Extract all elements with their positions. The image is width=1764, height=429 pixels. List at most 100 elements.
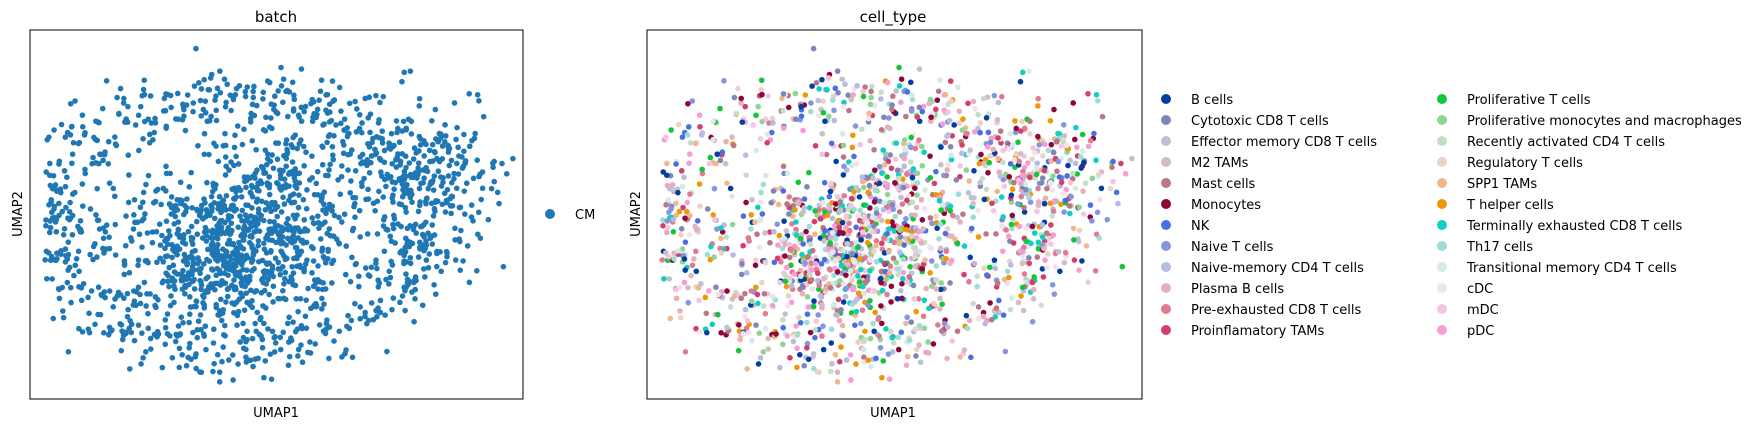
scatter-point [429,141,436,148]
scatter-point [835,89,841,96]
scatter-point [811,298,817,304]
scatter-point [254,309,261,316]
scatter-point [246,239,253,246]
scatter-point [276,167,283,174]
scatter-point [474,91,481,98]
scatter-point [759,211,766,217]
scatter-point [411,279,417,286]
scatter-point [878,240,885,247]
scatter-point [994,188,1001,195]
scatter-point [995,135,1001,141]
scatter-point [804,340,811,347]
scatter-point [466,279,473,286]
scatter-point [858,266,864,273]
scatter-point [460,258,466,264]
scatter-point [237,273,243,279]
scatter-point [163,91,169,97]
scatter-point [135,257,142,263]
scatter-point [975,207,981,214]
scatter-point [898,76,905,82]
scatter-point [180,319,186,326]
scatter-point [837,207,844,213]
scatter-point [98,291,105,298]
scatter-point [219,207,226,213]
scatter-point [112,221,119,228]
scatter-point [123,330,129,337]
scatter-point [827,368,834,375]
scatter-point [884,79,891,86]
scatter-point [838,344,844,350]
scatter-point [774,255,781,262]
scatter-point [295,353,301,359]
scatter-point [899,275,906,282]
scatter-point [832,235,839,242]
scatter-point [1054,138,1061,144]
scatter-point [214,235,221,242]
scatter-point [904,353,911,360]
scatter-point [999,223,1005,229]
scatter-point [862,336,868,343]
scatter-point [696,181,703,187]
scatter-point [664,229,670,236]
scatter-point [1042,195,1049,201]
scatter-point [140,136,146,142]
scatter-point [417,142,424,148]
scatter-point [253,223,259,229]
scatter-point [217,68,223,74]
scatter-point [253,328,260,335]
scatter-point [125,103,131,110]
scatter-point [757,355,764,361]
scatter-point [401,172,407,179]
scatter-point [844,253,850,260]
scatter-point [939,301,945,307]
scatter-point [329,78,336,84]
scatter-point [1032,150,1038,156]
scatter-point [1079,131,1086,138]
scatter-point [94,217,101,223]
scatter-point [284,146,290,153]
scatter-point [1065,162,1071,169]
legend-label: Terminally exhausted CD8 T cells [1466,219,1682,234]
legend-label: Mast cells [1191,177,1256,192]
scatter-point [1019,69,1026,76]
scatter-point [261,374,267,381]
scatter-point [926,305,932,312]
scatter-point [825,246,832,253]
scatter-point [1089,218,1095,224]
scatter-point [345,167,351,173]
scatter-point [742,306,749,313]
scatter-point [278,240,284,247]
scatter-point [816,282,823,288]
scatter-point [916,322,923,329]
scatter-point [1023,225,1029,232]
scatter-point [422,274,428,280]
scatter-point [904,171,910,177]
scatter-point [293,295,300,302]
scatter-point [884,174,891,180]
scatter-point [936,77,943,83]
scatter-point [841,192,848,199]
scatter-point [352,168,359,174]
scatter-point [859,229,866,235]
scatter-point [78,285,85,291]
scatter-point [812,231,818,238]
scatter-point [694,218,701,224]
scatter-point [392,240,398,246]
scatter-point [95,284,102,291]
scatter-point [194,231,201,238]
scatter-point [937,221,944,228]
scatter-point [864,239,871,246]
scatter-point [986,264,993,271]
scatter-point [885,203,891,210]
scatter-point [304,257,310,263]
scatter-point [907,159,914,165]
scatter-point [47,224,54,231]
scatter-point [935,322,941,328]
scatter-point [944,324,951,330]
scatter-point [445,142,451,149]
scatter-point [1006,173,1013,180]
scatter-point [218,317,225,324]
scatter-point [813,318,820,324]
scatter-point [669,182,676,188]
scatter-point [873,242,879,249]
